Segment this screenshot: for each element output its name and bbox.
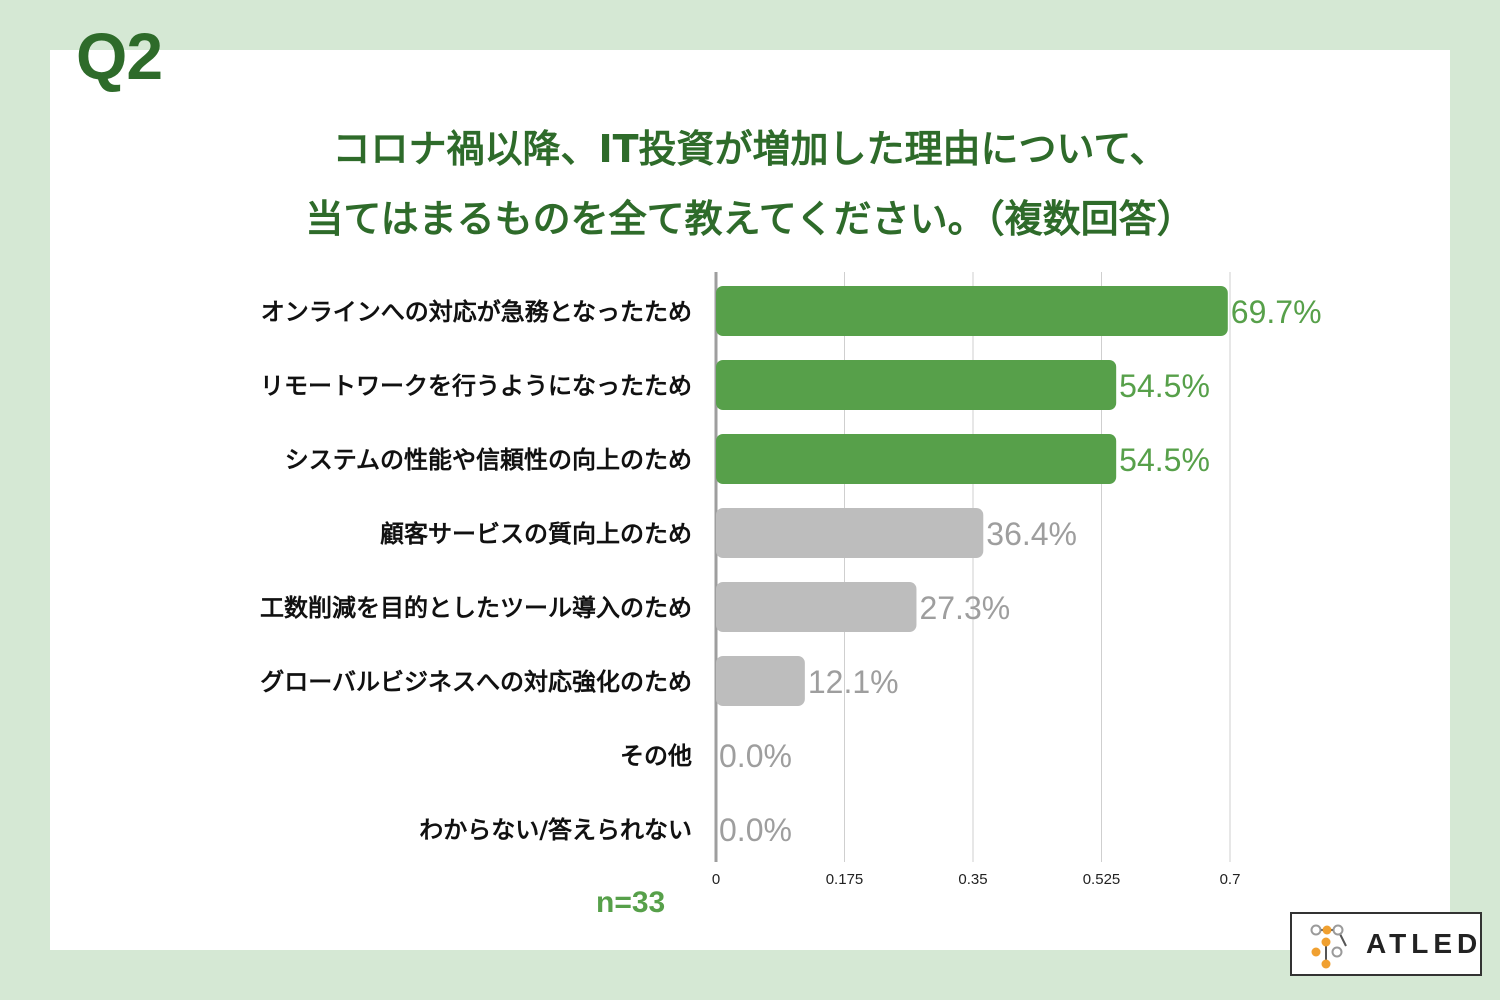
value-label: 54.5%	[1119, 368, 1210, 404]
title-line-1: コロナ禍以降、IT投資が増加した理由について、	[332, 127, 1168, 171]
atled-logo: ATLED	[1290, 912, 1482, 976]
value-label: 0.0%	[719, 812, 792, 848]
sample-size-note: n=33	[596, 886, 666, 919]
logo-mark-icon	[1310, 924, 1347, 969]
question-label: Q2	[76, 19, 163, 93]
category-label: わからない/答えられない	[419, 816, 692, 844]
logo-text: ATLED	[1366, 928, 1483, 959]
category-label: 顧客サービスの質向上のため	[380, 520, 692, 548]
x-tick-label: 0	[712, 871, 720, 888]
x-tick-label: 0.525	[1083, 871, 1121, 888]
value-label: 12.1%	[808, 664, 899, 700]
x-tick-label: 0.35	[958, 871, 987, 888]
value-label: 69.7%	[1231, 294, 1322, 330]
value-label: 0.0%	[719, 738, 792, 774]
category-label: 工数削減を目的としたツール導入のため	[260, 594, 692, 622]
value-label: 36.4%	[986, 516, 1077, 552]
bar	[716, 656, 805, 706]
x-tick-label: 0.175	[826, 871, 864, 888]
value-label: 27.3%	[919, 590, 1010, 626]
bar	[716, 508, 984, 558]
bar	[716, 360, 1117, 410]
bar	[716, 286, 1228, 336]
category-label: グローバルビジネスへの対応強化のため	[260, 668, 692, 696]
category-label: リモートワークを行うようになったため	[260, 372, 692, 400]
category-label: オンラインへの対応が急務となったため	[261, 298, 692, 326]
x-tick-label: 0.7	[1220, 871, 1241, 888]
category-label: その他	[620, 742, 692, 770]
category-label: システムの性能や信頼性の向上のため	[285, 446, 692, 474]
bar	[716, 434, 1117, 484]
title-line-2: 当てはまるものを全て教えてください。（複数回答）	[305, 197, 1195, 241]
value-label: 54.5%	[1119, 442, 1210, 478]
bar	[716, 582, 917, 632]
chart-card	[50, 50, 1450, 950]
